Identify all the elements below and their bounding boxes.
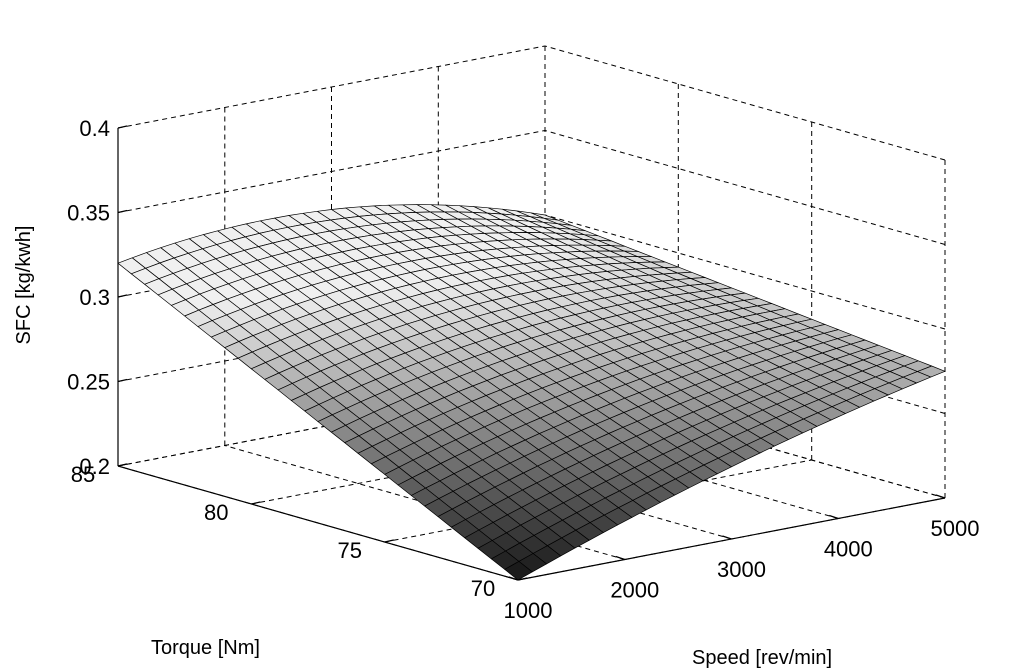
z-tick-mark <box>117 125 128 129</box>
x-tick-label: 1000 <box>504 598 553 623</box>
x-axis-label: Speed [rev/min] <box>692 647 832 669</box>
z-tick-label: 0.4 <box>79 116 110 141</box>
surface-cell <box>504 561 533 581</box>
z-tick-label: 0.25 <box>67 370 110 395</box>
x-tick-label: 4000 <box>824 537 873 562</box>
grid-line <box>544 130 946 245</box>
y-tick-mark <box>251 501 261 505</box>
x-tick-label: 3000 <box>717 557 766 582</box>
grid-line <box>544 45 946 161</box>
z-tick-mark <box>117 378 128 383</box>
z-tick-label: 0.3 <box>79 285 110 310</box>
y-tick-label: 80 <box>204 500 228 525</box>
y-axis-line <box>117 465 519 581</box>
y-tick-label: 85 <box>71 462 95 487</box>
z-tick-label: 0.2 <box>79 454 110 479</box>
tick-labels: 1000 2000 3000 4000 5000 70 75 80 850.2 0.25 0.3 0.… <box>67 116 979 623</box>
z-axis-label: SFC [kg/kwh] <box>13 226 35 345</box>
y-tick-mark <box>517 577 528 581</box>
y-axis-label: Torque [Nm] <box>151 637 260 659</box>
x-tick-mark <box>508 576 519 581</box>
x-tick-mark <box>935 494 946 499</box>
y-tick-label: 70 <box>471 576 495 601</box>
grid-line <box>544 214 946 330</box>
z-tick-mark <box>117 294 128 298</box>
z-tick-mark <box>117 209 128 214</box>
y-tick-mark <box>384 539 394 543</box>
y-tick-label: 75 <box>337 538 361 563</box>
grid-line <box>117 45 546 129</box>
x-tick-mark <box>829 514 839 520</box>
x-tick-mark <box>722 535 732 540</box>
z-tick-label: 0.35 <box>67 201 110 226</box>
x-tick-mark <box>615 555 625 561</box>
z-tick-mark <box>117 463 128 467</box>
grid-line <box>117 130 546 213</box>
x-tick-label: 5000 <box>931 516 980 541</box>
x-tick-label: 2000 <box>610 578 659 603</box>
surface-mesh <box>117 204 946 581</box>
